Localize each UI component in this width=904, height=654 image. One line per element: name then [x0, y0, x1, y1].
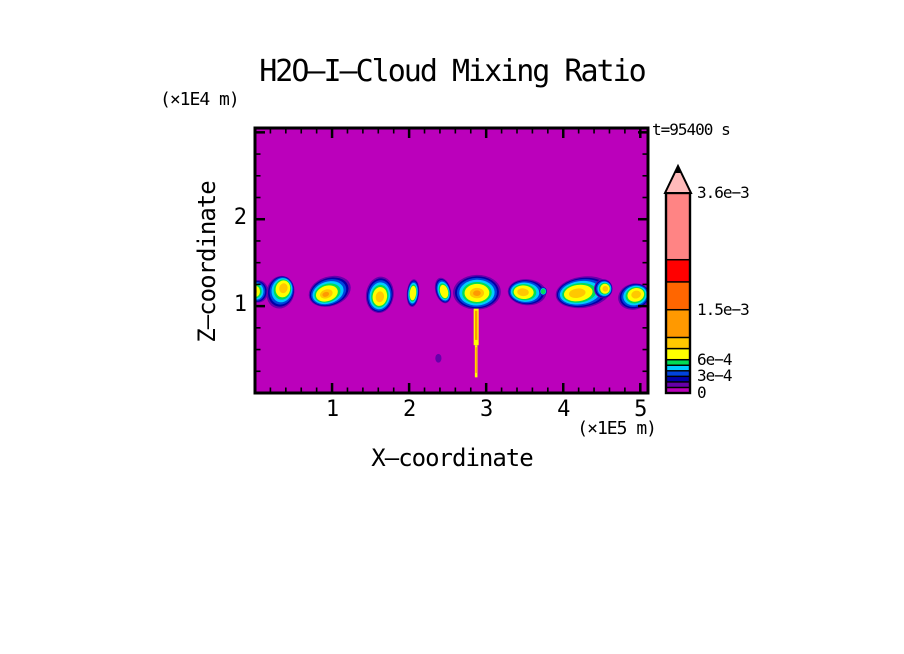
- chart-title: H2O—I—Cloud Mixing Ratio: [259, 54, 646, 89]
- blob-contour-ring: [439, 284, 449, 299]
- cloud-blob: [434, 277, 452, 304]
- cloud-blob: [255, 280, 269, 303]
- plume-core: [474, 310, 478, 340]
- colorbar-segment: [665, 347, 691, 361]
- blob-contour-ring: [602, 285, 609, 292]
- blob-contour-ring: [409, 285, 417, 301]
- blob-contour-ring: [375, 291, 385, 303]
- cloud-blob: [453, 274, 501, 310]
- fallstreak-plume: [473, 308, 479, 378]
- cloud-blob: [365, 276, 394, 313]
- z-axis-unit-label: (×1E4 m): [160, 89, 240, 110]
- colorbar-segment: [665, 358, 691, 366]
- colorbar-segment: [665, 336, 691, 350]
- blob-contour-ring: [473, 290, 481, 296]
- colorbar-value-label: 3.6e−3: [697, 183, 750, 202]
- colorbar-segment: [665, 381, 691, 389]
- cloud-blob: [308, 275, 351, 307]
- colorbar-segment: [665, 281, 691, 311]
- colorbar-segment: [665, 308, 691, 339]
- colorbar-segment: [665, 192, 691, 261]
- blob-contour-ring: [279, 283, 288, 294]
- blob-contour-ring: [569, 288, 586, 299]
- cloud-blob: [594, 279, 613, 299]
- colorbar-value-label: 1.5e−3: [697, 299, 750, 319]
- cloud-blob: [507, 279, 547, 306]
- x-tick-label: 2: [402, 397, 416, 422]
- x-axis-title: X—coordinate: [371, 444, 533, 472]
- plume-core: [475, 347, 477, 373]
- colorbar-segment: [665, 364, 691, 372]
- colorbar: [663, 163, 693, 395]
- time-annotation: t=95400 s: [652, 120, 731, 139]
- cloud-blob: [266, 275, 295, 309]
- plot-frame: [253, 126, 650, 395]
- x-tick-label: 5: [634, 397, 647, 422]
- cloud-blob: [406, 279, 420, 307]
- cloud-blob: [618, 283, 648, 310]
- colorbar-segment: [665, 258, 691, 283]
- blob-contour-ring: [322, 291, 330, 297]
- colorbar-segment: [665, 375, 691, 383]
- blob-contour-ring: [540, 288, 546, 295]
- x-tick-label: 1: [325, 397, 339, 422]
- colorbar-overflow-arrow: [663, 163, 693, 194]
- blob-contour-ring: [435, 353, 442, 363]
- z-tick-label: 1: [233, 292, 247, 318]
- cloud-field: [255, 274, 648, 378]
- cloud-blob: [539, 287, 548, 296]
- blob-contour-ring: [631, 290, 641, 299]
- x-axis-unit-label: (×1E5 m): [577, 418, 657, 439]
- x-tick-label: 3: [480, 397, 493, 422]
- blob-contour-ring: [517, 288, 529, 297]
- cloud-blob: [435, 353, 442, 363]
- plot-background: [255, 128, 648, 393]
- colorbar-value-label: 6e−4: [697, 349, 733, 369]
- colorbar-value-label: 0: [697, 383, 707, 402]
- x-tick-label: 4: [557, 397, 570, 422]
- colorbar-segment: [665, 370, 691, 378]
- colorbar-arrow-tip: [675, 166, 681, 173]
- colorbar-value-label: 3e−4: [697, 366, 733, 386]
- z-tick-label: 2: [233, 205, 247, 231]
